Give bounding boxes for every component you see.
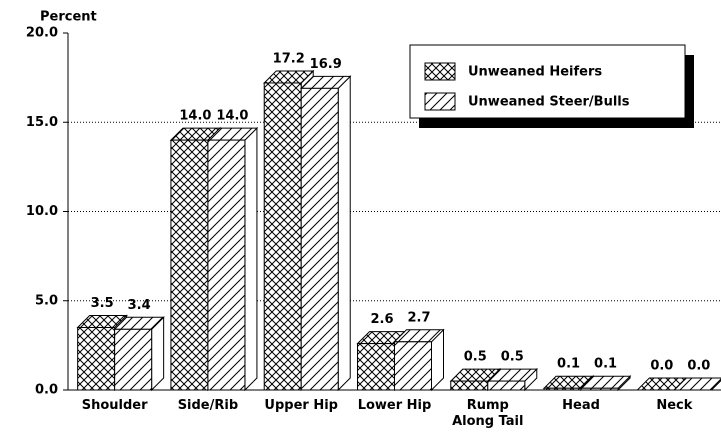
bar [77, 327, 116, 391]
x-tick-label: Shoulder [81, 398, 148, 413]
data-label: 3.5 [91, 296, 114, 311]
data-label: 0.0 [687, 359, 710, 374]
y-tick-label: 0.0 [35, 383, 58, 398]
data-label: 14.0 [216, 109, 248, 124]
y-axis-label: Percent [40, 10, 97, 25]
bar [543, 387, 582, 391]
y-tick-label: 5.0 [35, 293, 58, 308]
data-label: 14.0 [179, 109, 211, 124]
bar [263, 82, 302, 391]
data-label: 17.2 [273, 51, 305, 66]
legend-box [409, 44, 686, 119]
data-label: 3.4 [128, 298, 151, 313]
bar [207, 139, 246, 391]
data-label: 0.1 [557, 357, 580, 372]
y-tick-label: 10.0 [26, 204, 58, 219]
y-tick-label: 15.0 [26, 115, 58, 130]
data-label: 2.7 [407, 310, 430, 325]
x-tick-label: Upper Hip [264, 398, 338, 413]
x-tick-label: Head [562, 398, 600, 413]
data-label: 0.1 [594, 357, 617, 372]
bar [357, 343, 395, 391]
bar-side [337, 75, 351, 392]
x-tick-label: Lower Hip [357, 398, 432, 413]
legend-swatch [424, 92, 456, 111]
legend-label: Unweaned Heifers [468, 65, 602, 80]
bar-side [244, 126, 258, 392]
data-label: 0.5 [501, 350, 524, 365]
x-tick-label: Side/Rib [177, 398, 239, 413]
data-label: 2.6 [370, 312, 393, 327]
bar [394, 341, 432, 391]
bar [114, 328, 153, 391]
bar [580, 387, 619, 391]
y-tick-label: 20.0 [26, 26, 58, 41]
data-label: 0.0 [650, 359, 673, 374]
data-label: 16.9 [310, 57, 342, 72]
bar-top [673, 377, 721, 391]
x-tick-label: Rump Along Tail [452, 398, 524, 429]
bar [487, 380, 526, 391]
bar [300, 87, 339, 391]
bar [170, 139, 209, 391]
data-label: 0.5 [464, 350, 487, 365]
bar [450, 380, 489, 391]
x-tick-label: Neck [656, 398, 693, 413]
legend-swatch [424, 62, 456, 81]
legend-label: Unweaned Steer/Bulls [468, 95, 630, 110]
